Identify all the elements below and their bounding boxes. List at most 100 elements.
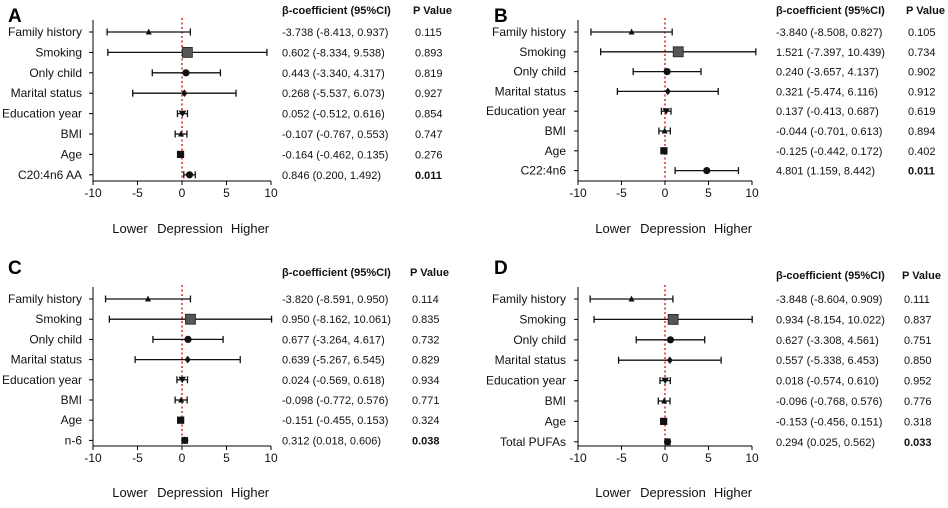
point-estimate (178, 396, 185, 403)
coef-header: β-coefficient (95%CI) (282, 5, 391, 17)
point-estimate (661, 127, 668, 134)
panel-letter: A (8, 6, 22, 27)
xlabel-depression: Depression (640, 221, 706, 236)
row-label: Education year (486, 104, 566, 118)
row-label: Family history (8, 292, 82, 306)
forest-row: Total PUFAs 0.294 (0.025, 0.562) 0.033 (500, 435, 932, 449)
x-tick-label: -10 (569, 186, 587, 200)
p-value: 0.934 (412, 375, 440, 387)
coef-value: -0.098 (-0.772, 0.576) (282, 395, 388, 407)
forest-row: Education year 0.018 (-0.574, 0.610) 0.952 (486, 374, 932, 388)
point-estimate (666, 336, 675, 344)
forest-row: Education year 0.137 (-0.413, 0.687) 0.619 (486, 104, 936, 118)
row-label: Family history (492, 292, 566, 306)
row-label: Education year (2, 107, 82, 121)
point-estimate (667, 313, 679, 325)
row-label: Age (545, 414, 567, 428)
point-estimate (145, 295, 152, 302)
p-value: 0.011 (415, 170, 442, 182)
row-label: Only child (513, 65, 566, 79)
row-label: BMI (545, 394, 566, 408)
coef-value: 0.846 (0.200, 1.492) (282, 170, 381, 182)
row-label: Smoking (519, 312, 566, 326)
x-tick-label: -5 (132, 451, 143, 465)
point-estimate (666, 356, 673, 364)
row-label: BMI (61, 393, 82, 407)
coef-value: -0.107 (-0.767, 0.553) (282, 129, 388, 141)
forest-row: Marital status 0.557 (-5.338, 6.453) 0.850 (495, 353, 932, 367)
coef-value: 0.268 (-5.537, 6.073) (282, 88, 385, 100)
point-estimate (664, 87, 671, 96)
point-estimate (177, 416, 185, 424)
forest-row: Only child 0.240 (-3.657, 4.137) 0.902 (513, 65, 935, 79)
point-estimate (182, 69, 190, 77)
xlabel-lower: Lower (112, 485, 148, 500)
x-tick-label: 0 (662, 186, 669, 200)
point-estimate (185, 313, 196, 325)
coef-value: 0.627 (-3.308, 4.561) (776, 335, 879, 347)
p-value: 0.894 (908, 126, 936, 138)
row-label: Only child (29, 66, 82, 80)
forest-row: Marital status 0.639 (-5.267, 6.545) 0.829 (11, 353, 440, 367)
x-tick-label: -5 (132, 186, 143, 200)
xlabel-higher: Higher (231, 221, 270, 236)
forest-row: Age -0.125 (-0.442, 0.172) 0.402 (545, 144, 936, 158)
coef-value: 0.602 (-8.334, 9.538) (282, 47, 385, 59)
row-label: Marital status (495, 353, 566, 367)
coef-value: 0.677 (-3.264, 4.617) (282, 334, 385, 346)
xlabel-depression: Depression (157, 221, 223, 236)
coef-value: 0.557 (-5.338, 6.453) (776, 355, 879, 367)
row-label: Total PUFAs (500, 435, 566, 449)
forest-row: Family history -3.820 (-8.591, 0.950) 0.11… (8, 292, 439, 306)
p-value: 0.854 (415, 109, 443, 121)
coef-value: -0.151 (-0.455, 0.153) (282, 415, 388, 427)
x-tick-label: 10 (745, 451, 759, 465)
coef-value: -3.820 (-8.591, 0.950) (282, 294, 388, 306)
p-value: 0.038 (412, 435, 440, 447)
coef-header: β-coefficient (95%CI) (282, 267, 391, 279)
p-value-header: P Value (413, 5, 452, 17)
p-value: 0.902 (908, 67, 936, 79)
point-estimate (661, 377, 669, 385)
row-label: Smoking (35, 312, 82, 326)
coef-value: 4.801 (1.159, 8.442) (776, 166, 875, 178)
p-value: 0.732 (412, 334, 440, 346)
point-estimate (663, 438, 672, 446)
row-label: Age (545, 144, 567, 158)
row-label: BMI (61, 127, 82, 141)
forest-row: Only child 0.677 (-3.264, 4.617) 0.732 (29, 332, 439, 346)
coef-value: 0.294 (0.025, 0.562) (776, 437, 875, 449)
forest-row: BMI -0.107 (-0.767, 0.553) 0.747 (61, 127, 443, 141)
point-estimate (145, 28, 152, 35)
x-tick-label: -10 (84, 451, 102, 465)
xlabel-higher: Higher (714, 221, 753, 236)
forest-row: Age -0.164 (-0.462, 0.135) 0.276 (61, 147, 443, 161)
p-value: 0.318 (904, 416, 932, 428)
x-tick-label: 10 (264, 186, 278, 200)
point-estimate (184, 335, 192, 343)
coef-value: -3.840 (-8.508, 0.827) (776, 27, 882, 39)
p-value: 0.776 (904, 396, 932, 408)
coef-value: -0.164 (-0.462, 0.135) (282, 149, 388, 161)
x-tick-label: 0 (662, 451, 669, 465)
x-tick-label: 5 (705, 186, 712, 200)
row-label: n-6 (65, 433, 83, 447)
row-label: Family history (8, 25, 82, 39)
p-value: 0.747 (415, 129, 443, 141)
xlabel-higher: Higher (714, 485, 753, 500)
p-value: 0.111 (904, 294, 930, 306)
point-estimate (628, 28, 635, 35)
p-value: 0.952 (904, 376, 932, 388)
coef-value: 0.312 (0.018, 0.606) (282, 435, 381, 447)
point-estimate (661, 397, 668, 404)
p-value: 0.033 (904, 437, 932, 449)
point-estimate (672, 46, 684, 58)
forest-row: n-6 0.312 (0.018, 0.606) 0.038 (65, 433, 440, 447)
row-label: BMI (545, 124, 566, 138)
x-tick-label: 5 (705, 451, 712, 465)
coef-value: 0.052 (-0.512, 0.616) (282, 109, 385, 121)
coef-value: 0.443 (-3.340, 4.317) (282, 68, 385, 80)
